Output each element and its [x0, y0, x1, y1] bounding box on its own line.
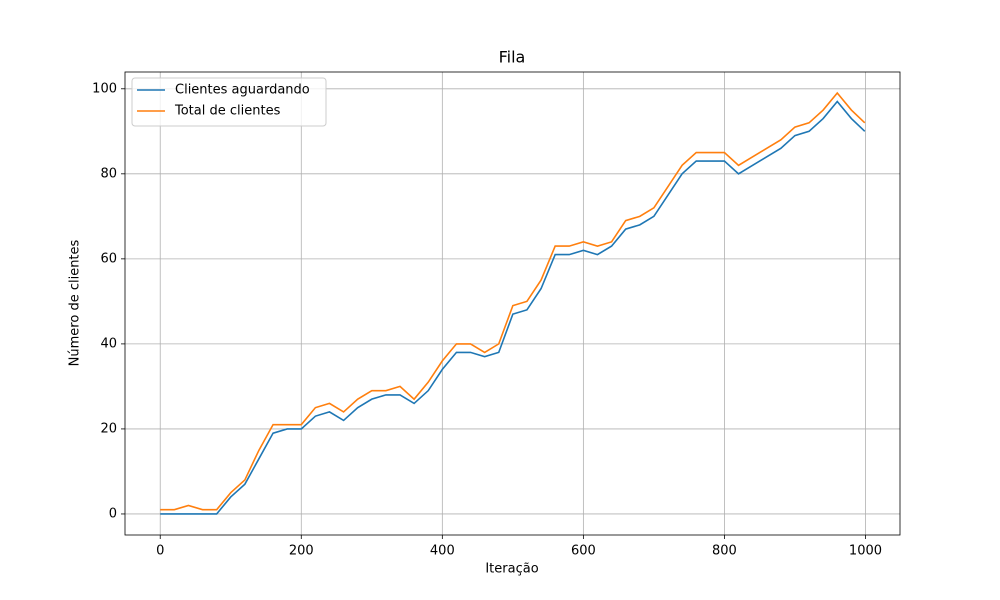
x-tick-label: 600	[571, 544, 596, 559]
x-tick-label: 1000	[849, 544, 882, 559]
x-tick-label: 800	[712, 544, 737, 559]
y-tick-label: 0	[109, 506, 117, 521]
y-axis-label: Número de clientes	[68, 239, 83, 366]
plot-frame	[124, 71, 901, 536]
y-tick-label: 40	[100, 336, 117, 351]
legend-box	[131, 77, 327, 127]
x-tick-label: 400	[430, 544, 455, 559]
x-tick-label: 0	[156, 544, 164, 559]
y-tick-label: 80	[100, 166, 117, 181]
data-line	[160, 91, 866, 511]
chart-title: Fila	[499, 48, 526, 67]
x-axis-label: Iteração	[485, 562, 538, 577]
y-tick-label: 60	[100, 251, 117, 266]
data-line	[160, 100, 866, 515]
y-tick-label: 20	[100, 421, 117, 436]
y-tick-label: 100	[92, 81, 117, 96]
x-tick-label: 200	[289, 544, 314, 559]
legend-label: Clientes aguardando	[175, 83, 310, 98]
legend-label: Total de clientes	[174, 104, 281, 119]
